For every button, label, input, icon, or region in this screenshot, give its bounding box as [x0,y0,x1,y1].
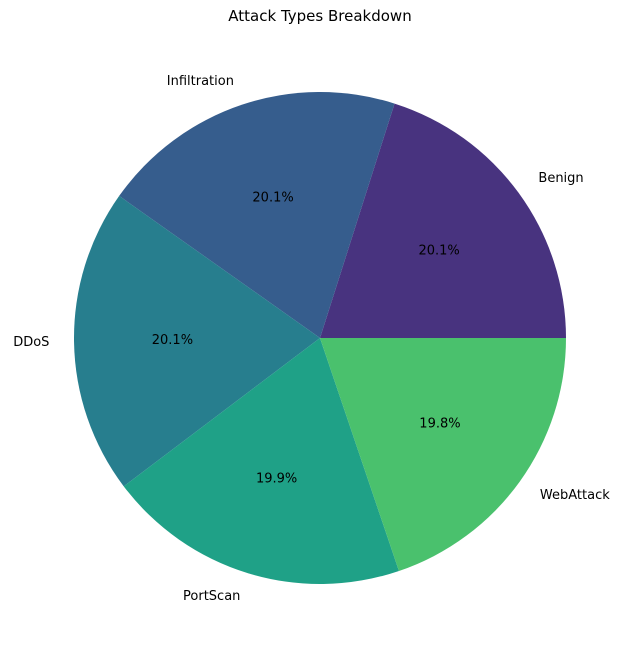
pie-slice-webattack [320,338,566,571]
slice-percent-infiltration: 20.1% [252,191,293,206]
slice-label-ddos: DDoS [13,335,49,350]
slice-label-infiltration: Infiltration [167,74,234,89]
slice-label-webattack: WebAttack [540,488,610,503]
chart-title: Attack Types Breakdown [228,7,412,25]
pie-slice-infiltration [119,92,395,338]
pie-slice-portscan [123,338,399,585]
slice-percent-webattack: 19.8% [419,417,460,432]
slice-label-benign: Benign [538,171,583,186]
slice-label-portscan: PortScan [183,589,240,604]
pie-slice-ddos [73,195,320,487]
pie-slice-benign [320,103,566,339]
slice-percent-ddos: 20.1% [152,333,193,348]
slice-percent-portscan: 19.9% [256,472,297,487]
slice-percent-benign: 20.1% [418,243,459,258]
